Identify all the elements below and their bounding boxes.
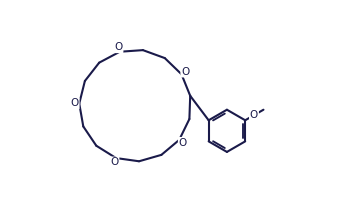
Text: O: O (70, 98, 79, 108)
Text: O: O (179, 138, 187, 148)
Text: O: O (250, 110, 258, 120)
Text: O: O (114, 42, 123, 52)
Text: O: O (110, 157, 118, 167)
Text: O: O (181, 67, 190, 77)
